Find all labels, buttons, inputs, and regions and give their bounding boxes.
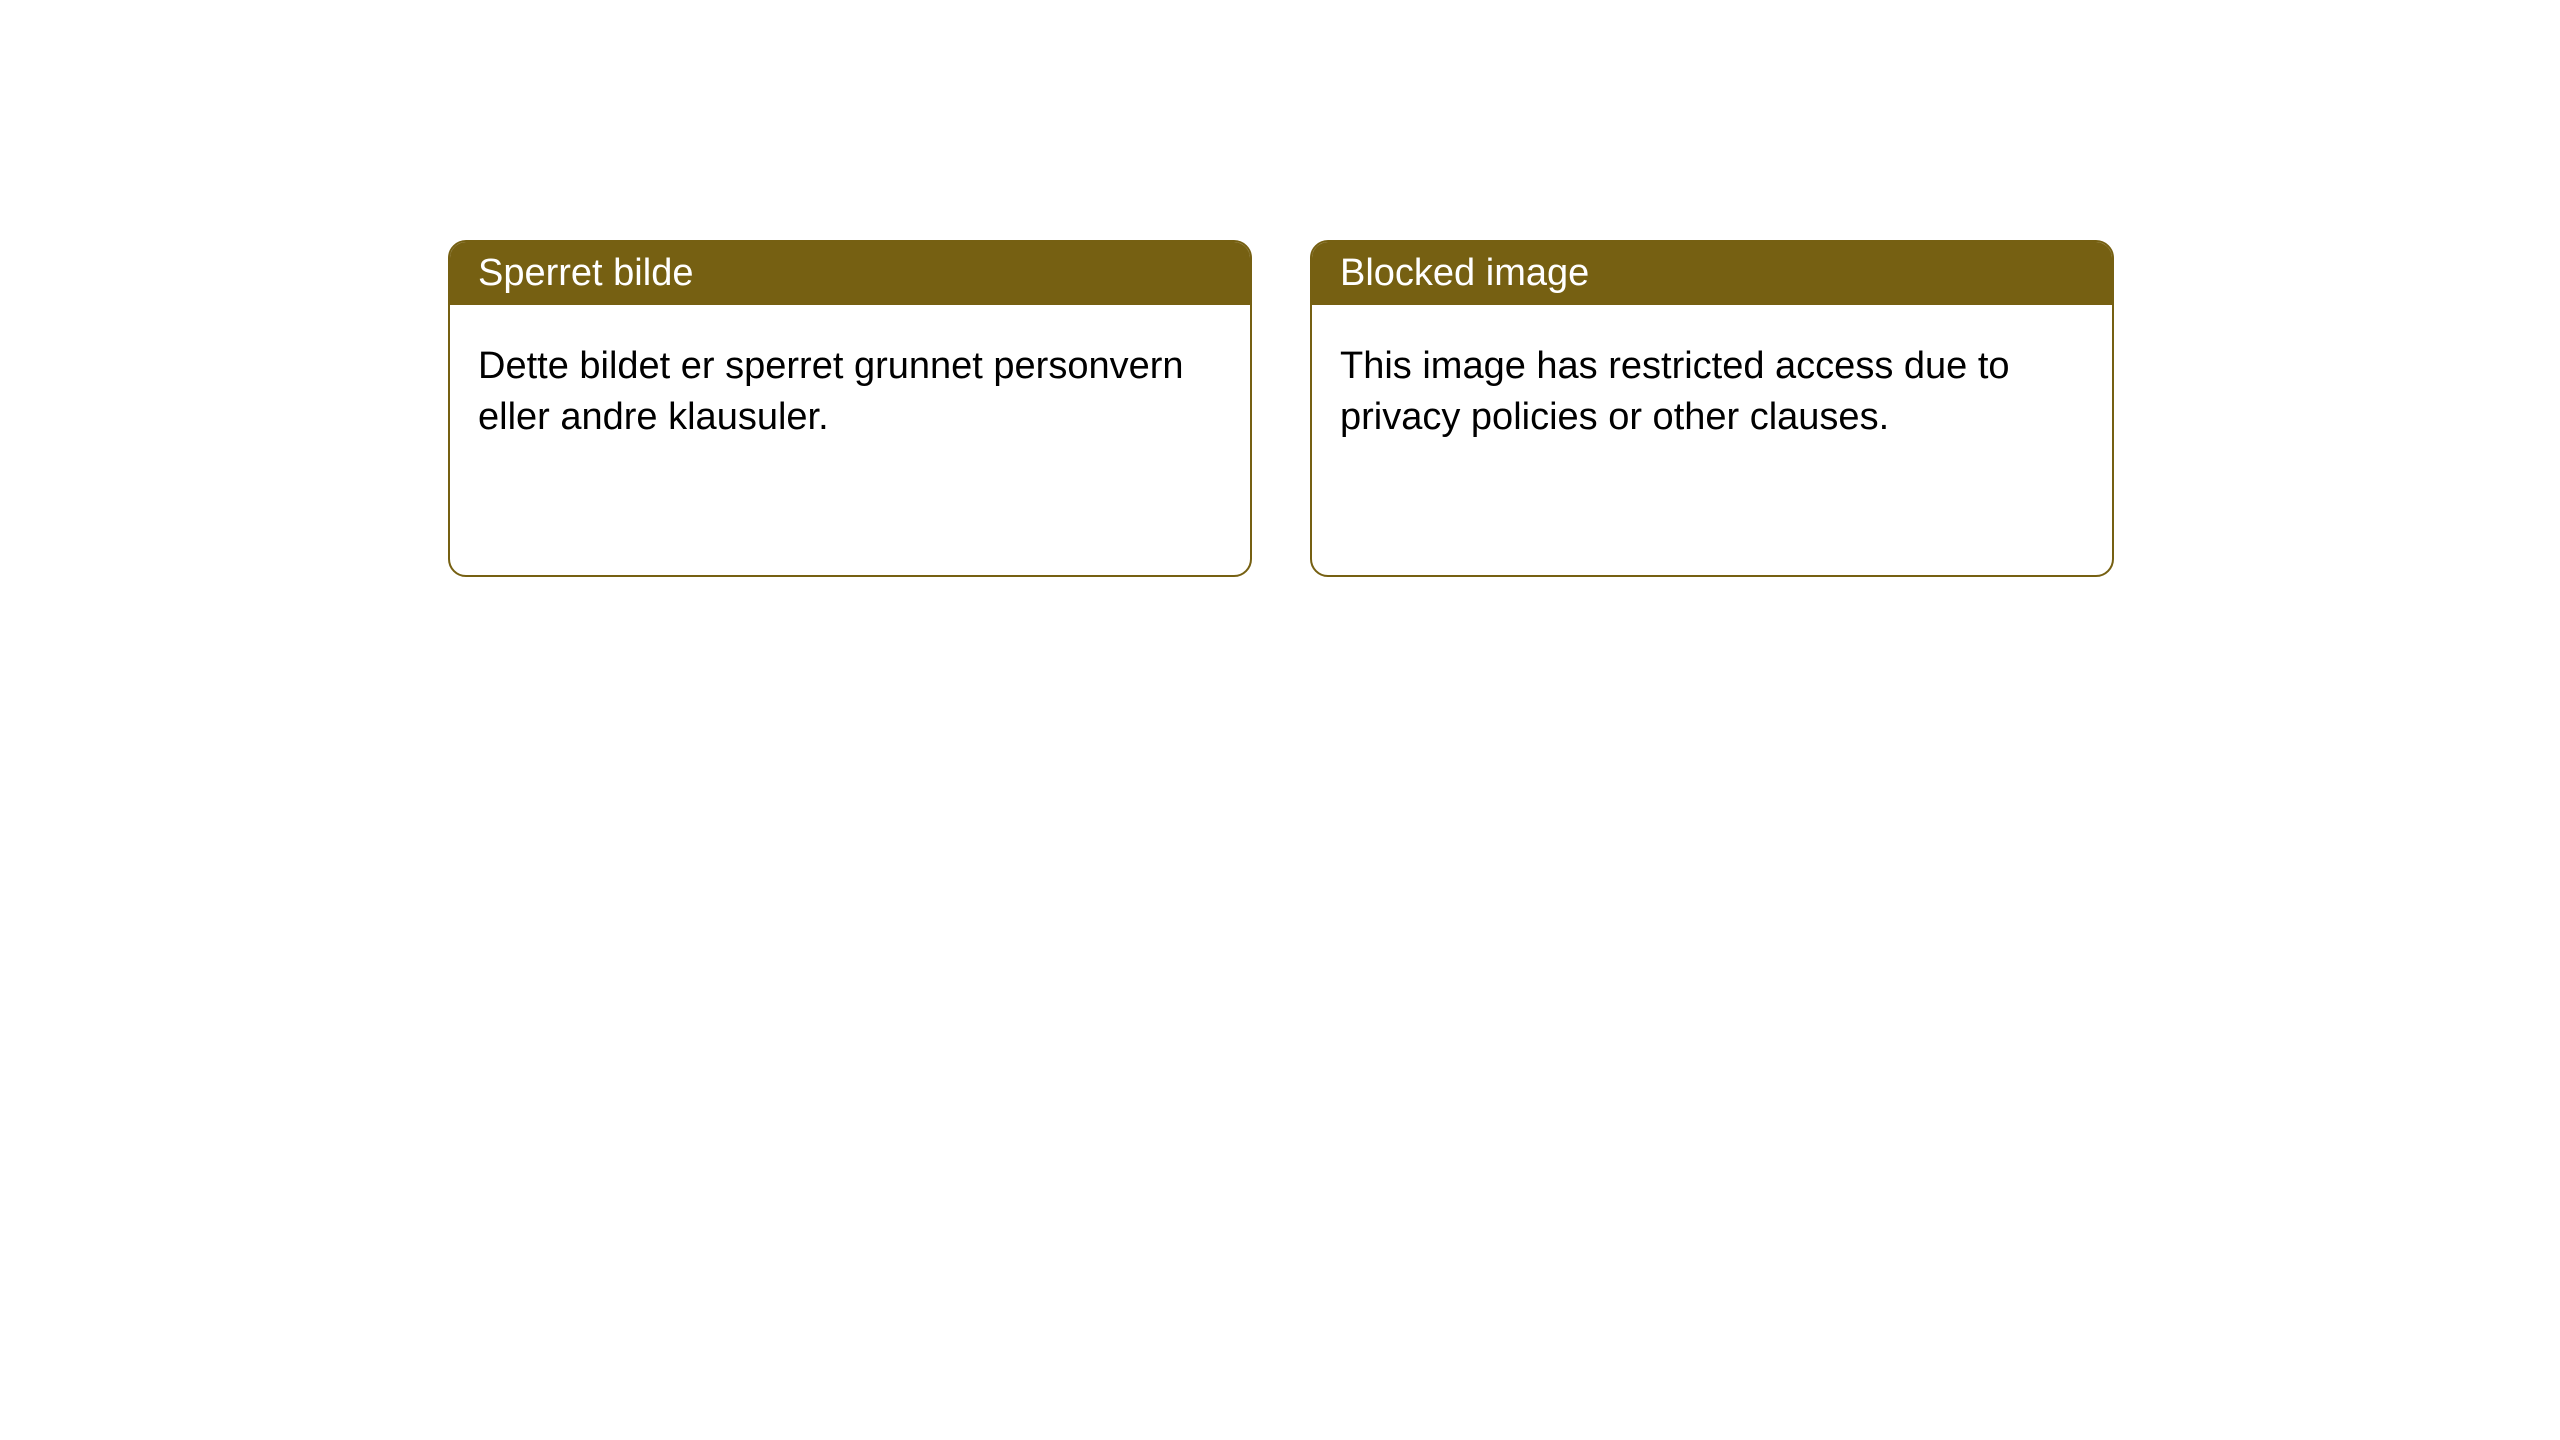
notice-card-norwegian: Sperret bilde Dette bildet er sperret gr… bbox=[448, 240, 1252, 577]
notice-header-norwegian: Sperret bilde bbox=[450, 242, 1250, 305]
notice-body-english: This image has restricted access due to … bbox=[1312, 305, 2112, 575]
notice-container: Sperret bilde Dette bildet er sperret gr… bbox=[448, 240, 2114, 577]
notice-body-norwegian: Dette bildet er sperret grunnet personve… bbox=[450, 305, 1250, 575]
notice-header-english: Blocked image bbox=[1312, 242, 2112, 305]
notice-card-english: Blocked image This image has restricted … bbox=[1310, 240, 2114, 577]
